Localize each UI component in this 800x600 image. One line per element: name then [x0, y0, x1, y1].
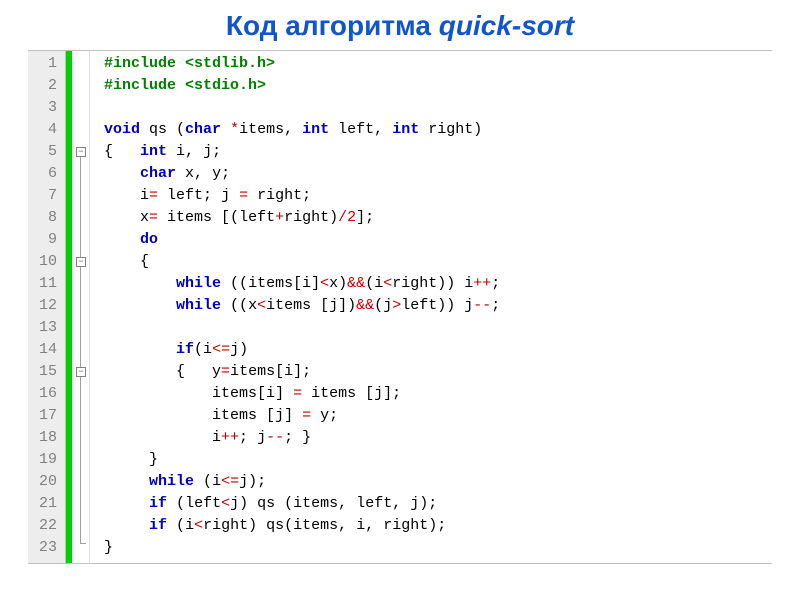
code-line: while ((x<items [j])&&(j>left)) j--;: [104, 295, 772, 317]
line-number: 6: [28, 163, 57, 185]
line-number: 4: [28, 119, 57, 141]
code-editor: 1234567891011121314151617181920212223 −−…: [28, 50, 772, 564]
line-number: 12: [28, 295, 57, 317]
line-number: 18: [28, 427, 57, 449]
line-number: 5: [28, 141, 57, 163]
line-number: 7: [28, 185, 57, 207]
fold-toggle[interactable]: −: [76, 147, 86, 157]
line-number: 23: [28, 537, 57, 559]
code-line: if (i<right) qs(items, i, right);: [104, 515, 772, 537]
slide-title: Код алгоритма quick-sort: [0, 0, 800, 50]
code-line: void qs (char *items, int left, int righ…: [104, 119, 772, 141]
code-line: if(i<=j): [104, 339, 772, 361]
line-number: 10: [28, 251, 57, 273]
code-area[interactable]: #include <stdlib.h>#include <stdio.h> vo…: [90, 51, 772, 563]
line-number: 9: [28, 229, 57, 251]
line-number: 13: [28, 317, 57, 339]
code-line: while (i<=j);: [104, 471, 772, 493]
code-line: [104, 97, 772, 119]
line-number: 22: [28, 515, 57, 537]
code-line: }: [104, 537, 772, 559]
line-number: 11: [28, 273, 57, 295]
code-line: char x, y;: [104, 163, 772, 185]
code-line: }: [104, 449, 772, 471]
line-number: 15: [28, 361, 57, 383]
code-line: while ((items[i]<x)&&(i<right)) i++;: [104, 273, 772, 295]
line-number: 8: [28, 207, 57, 229]
line-number: 20: [28, 471, 57, 493]
code-line: if (left<j) qs (items, left, j);: [104, 493, 772, 515]
code-line: x= items [(left+right)/2];: [104, 207, 772, 229]
line-number: 19: [28, 449, 57, 471]
line-number-gutter: 1234567891011121314151617181920212223: [28, 51, 66, 563]
line-number: 1: [28, 53, 57, 75]
code-line: #include <stdlib.h>: [104, 53, 772, 75]
code-line: items[i] = items [j];: [104, 383, 772, 405]
code-line: #include <stdio.h>: [104, 75, 772, 97]
code-line: do: [104, 229, 772, 251]
fold-toggle[interactable]: −: [76, 367, 86, 377]
line-number: 21: [28, 493, 57, 515]
code-line: items [j] = y;: [104, 405, 772, 427]
code-line: i++; j--; }: [104, 427, 772, 449]
line-number: 14: [28, 339, 57, 361]
code-line: {: [104, 251, 772, 273]
line-number: 17: [28, 405, 57, 427]
fold-column: − − −: [72, 51, 90, 563]
fold-toggle[interactable]: −: [76, 257, 86, 267]
code-line: [104, 317, 772, 339]
title-part2: quick-sort: [439, 10, 574, 41]
line-number: 3: [28, 97, 57, 119]
code-line: { int i, j;: [104, 141, 772, 163]
code-line: { y=items[i];: [104, 361, 772, 383]
line-number: 16: [28, 383, 57, 405]
code-line: i= left; j = right;: [104, 185, 772, 207]
title-part1: Код алгоритма: [226, 10, 439, 41]
line-number: 2: [28, 75, 57, 97]
